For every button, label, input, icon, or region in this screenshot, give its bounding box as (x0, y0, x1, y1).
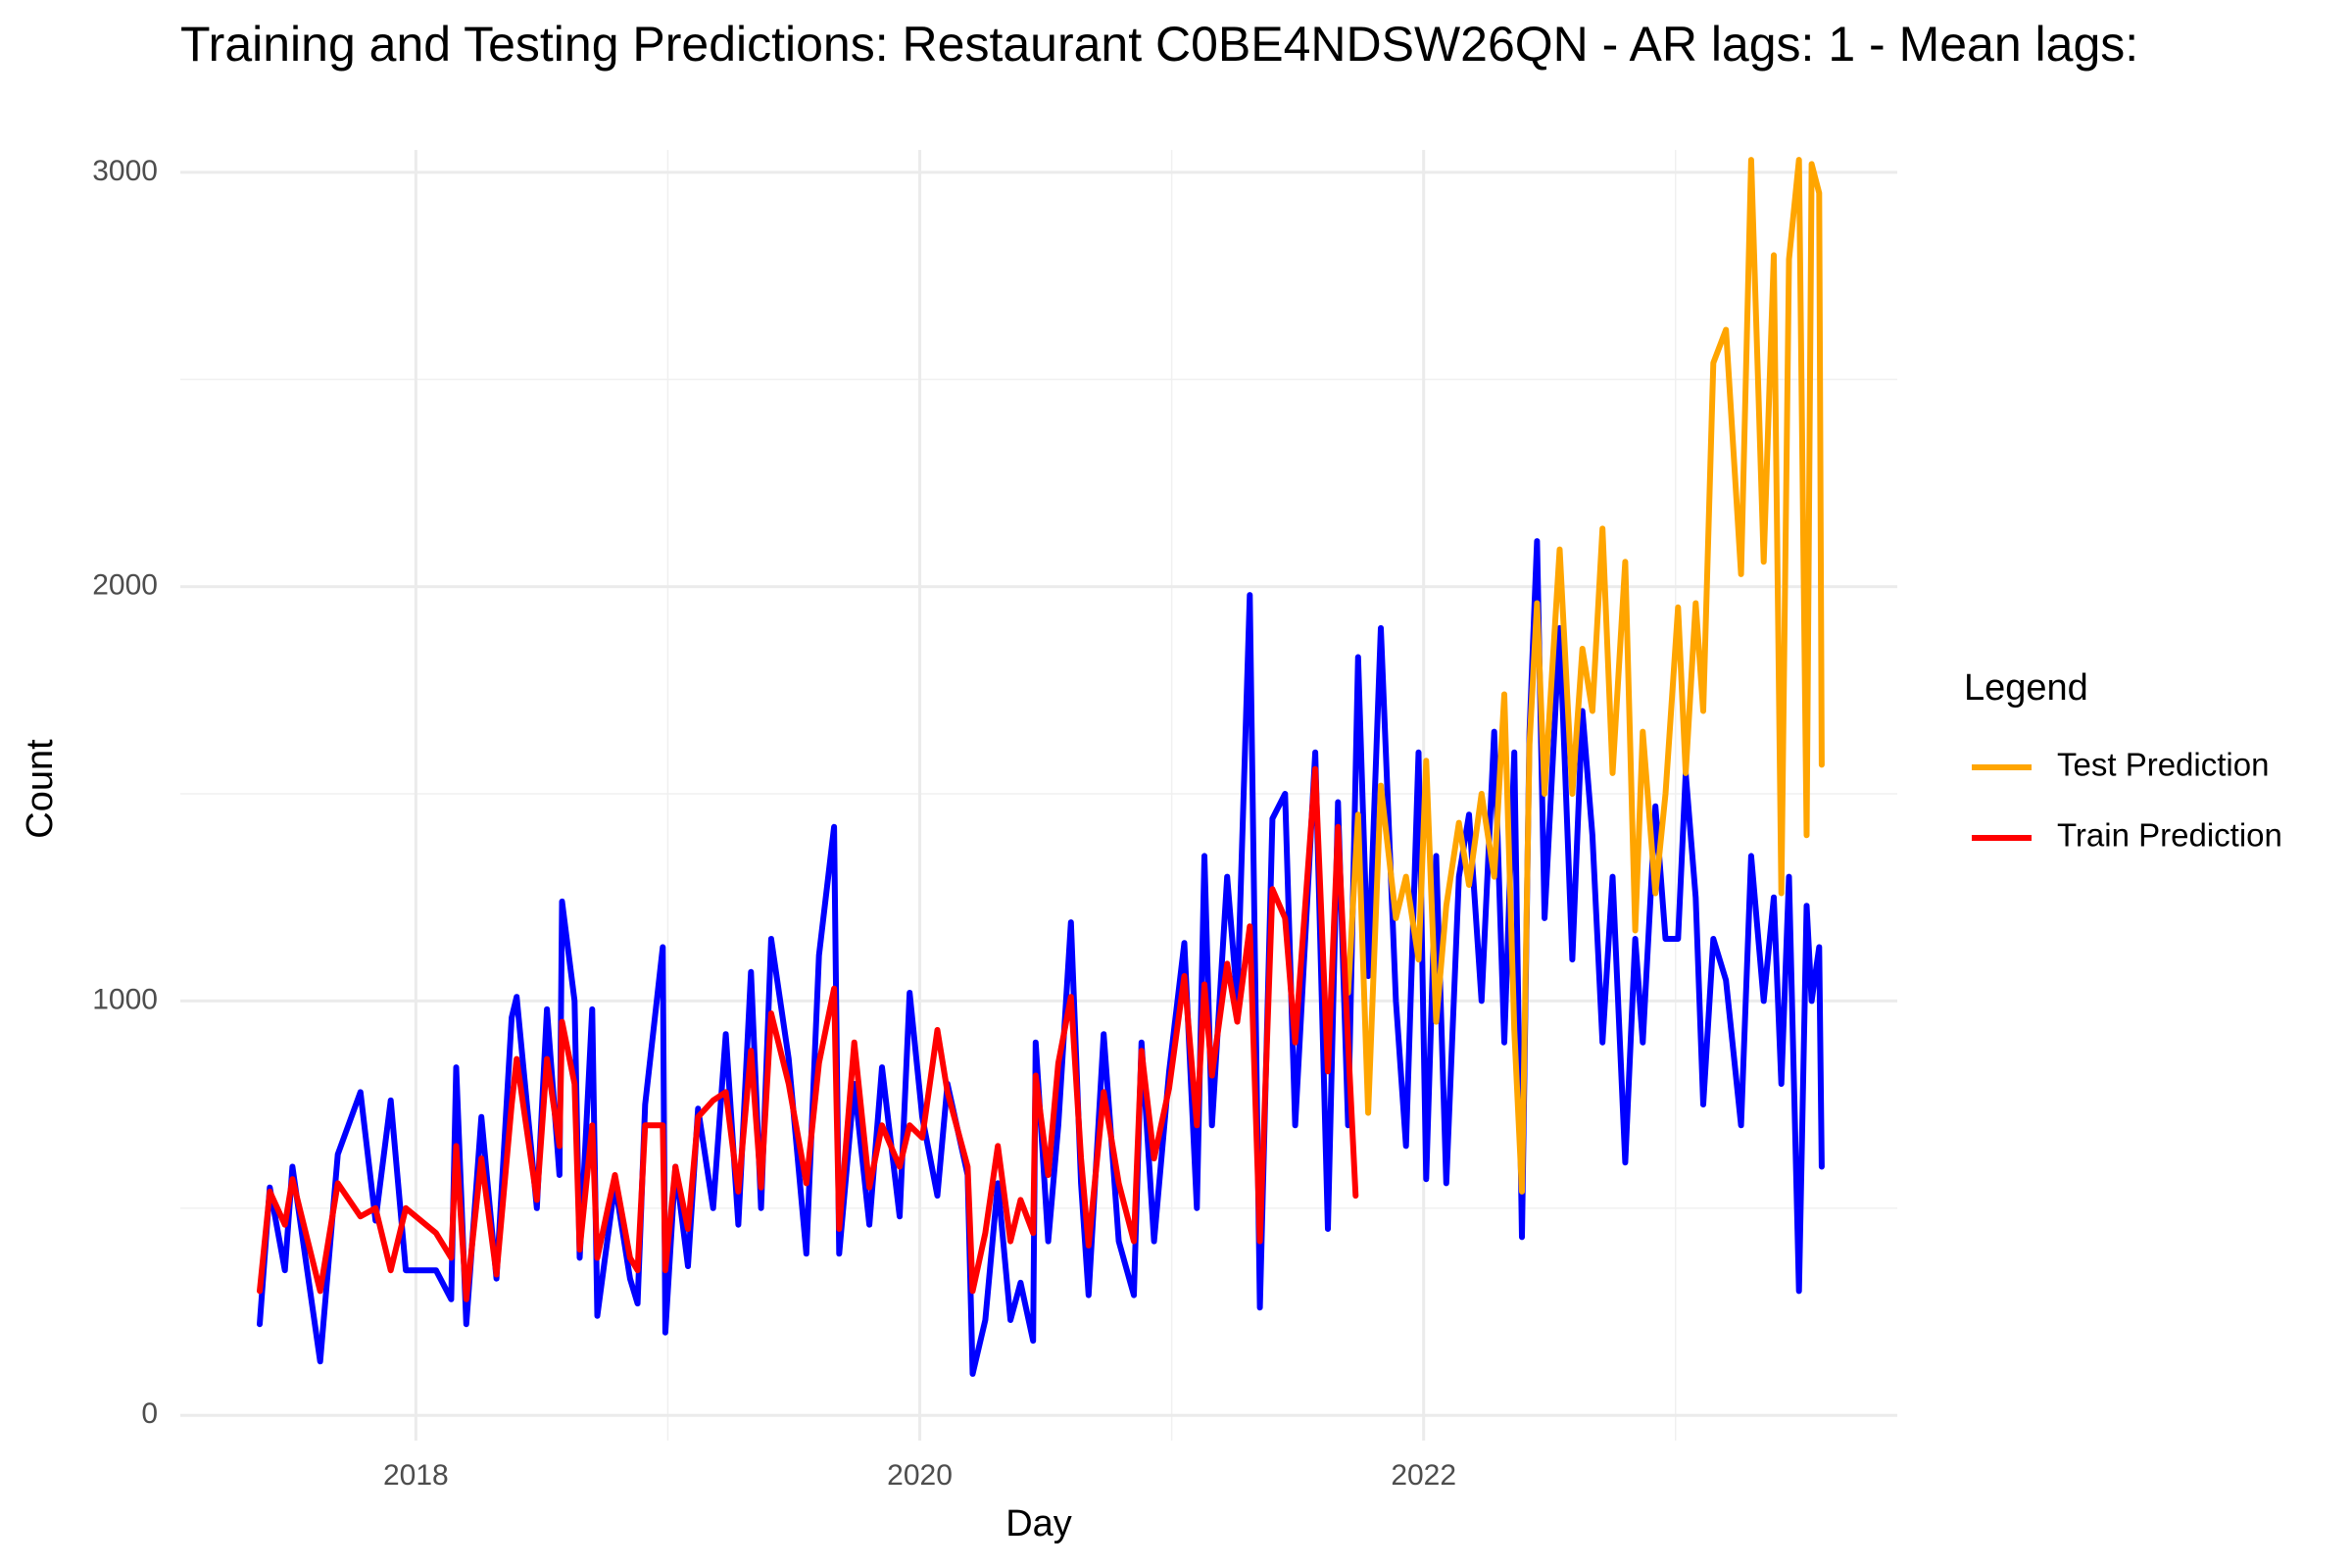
y-tick-label: 3000 (92, 155, 158, 187)
y-axis-title: Count (20, 739, 61, 839)
plot-area (257, 157, 1825, 1377)
x-tick-label: 2018 (383, 1459, 449, 1492)
y-tick-label: 1000 (92, 983, 158, 1015)
legend-label: Test Prediction (2057, 747, 2269, 783)
y-tick-label: 2000 (92, 569, 158, 602)
x-tick-label: 2022 (1391, 1459, 1456, 1492)
x-tick-label: 2020 (887, 1459, 953, 1492)
series-line (1345, 157, 1825, 1195)
legend-title: Legend (1964, 667, 2088, 709)
chart-title: Training and Testing Predictions: Restau… (180, 17, 2138, 72)
x-axis-title: Day (1005, 1503, 1072, 1544)
legend-label: Train Prediction (2057, 817, 2282, 854)
series-line (257, 765, 1359, 1302)
y-tick-label: 0 (141, 1397, 158, 1430)
